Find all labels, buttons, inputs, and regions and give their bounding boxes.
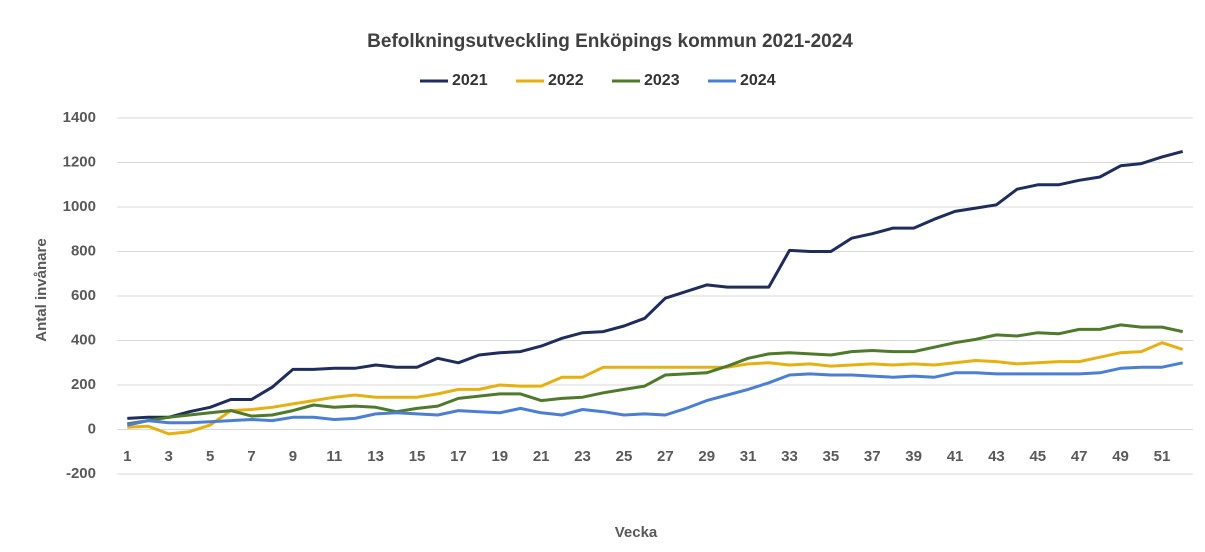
- legend-label: 2024: [740, 72, 776, 89]
- y-tick-label: 400: [71, 331, 96, 348]
- y-tick-label: 800: [71, 242, 96, 259]
- x-tick-label: 39: [905, 448, 922, 465]
- y-tick-label: 1200: [63, 153, 96, 170]
- x-tick-label: 41: [947, 448, 964, 465]
- x-tick-label: 1: [123, 448, 131, 465]
- y-tick-label: 1400: [63, 109, 96, 126]
- x-tick-label: 51: [1154, 448, 1171, 465]
- x-tick-label: 33: [781, 448, 798, 465]
- x-tick-label: 17: [450, 448, 467, 465]
- x-tick-label: 15: [409, 448, 426, 465]
- x-tick-label: 35: [823, 448, 840, 465]
- x-tick-label: 7: [247, 448, 255, 465]
- x-tick-label: 3: [165, 448, 173, 465]
- y-tick-label: 0: [88, 420, 96, 437]
- data-line: [127, 341, 1184, 436]
- x-tick-label: 29: [698, 448, 715, 465]
- x-tick-label: 23: [574, 448, 591, 465]
- x-tick-label: 9: [289, 448, 297, 465]
- chart-title: Befolkningsutveckling Enköpings kommun 2…: [367, 31, 853, 52]
- x-tick-label: 21: [533, 448, 550, 465]
- y-tick-label: 200: [71, 376, 96, 393]
- x-tick-label: 13: [367, 448, 384, 465]
- x-tick-label: 25: [616, 448, 633, 465]
- y-tick-label: 600: [71, 287, 96, 304]
- x-axis-label: Vecka: [615, 524, 658, 541]
- y-tick-label: -200: [66, 465, 96, 482]
- legend-label: 2023: [644, 72, 680, 89]
- x-tick-label: 5: [206, 448, 214, 465]
- data-line: [126, 361, 1184, 427]
- data-line: [127, 323, 1184, 426]
- x-tick-label: 49: [1112, 448, 1129, 465]
- data-line: [127, 149, 1184, 420]
- x-tick-label: 37: [864, 448, 881, 465]
- y-tick-label: 1000: [63, 198, 96, 215]
- legend-label: 2021: [452, 72, 488, 89]
- legend-label: 2022: [548, 72, 584, 89]
- y-axis-label: Antal invånare: [33, 238, 50, 341]
- x-tick-label: 27: [657, 448, 674, 465]
- x-tick-label: 45: [1029, 448, 1046, 465]
- x-tick-label: 19: [491, 448, 508, 465]
- x-tick-label: 11: [326, 448, 342, 465]
- x-tick-label: 47: [1071, 448, 1088, 465]
- x-tick-label: 43: [988, 448, 1005, 465]
- x-tick-label: 31: [740, 448, 757, 465]
